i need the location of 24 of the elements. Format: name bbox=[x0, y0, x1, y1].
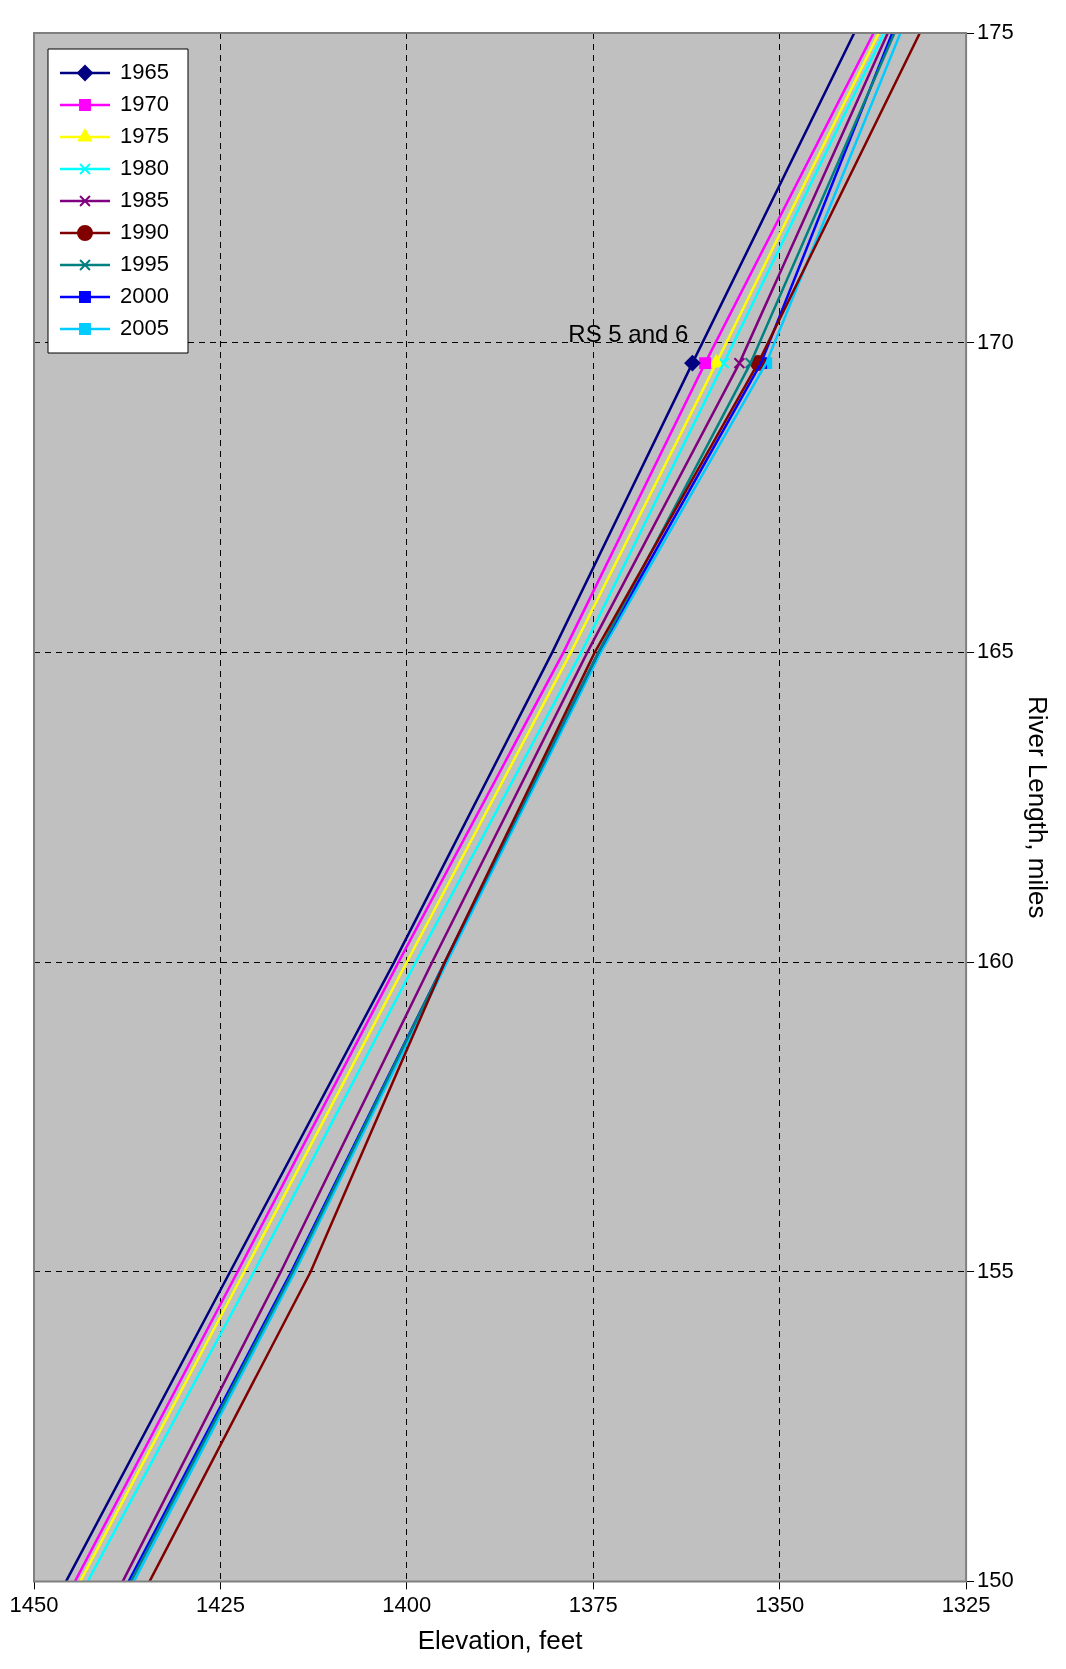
legend-label: 1975 bbox=[120, 123, 169, 149]
y-tick-label: 170 bbox=[977, 328, 1014, 354]
y-tick-label: 155 bbox=[977, 1257, 1014, 1283]
x-tick-label: 1425 bbox=[195, 1591, 245, 1617]
x-tick-label: 1400 bbox=[382, 1591, 432, 1617]
y-tick-label: 175 bbox=[977, 19, 1014, 45]
legend-label: 1965 bbox=[120, 59, 169, 85]
annotation: RS 5 and 6 bbox=[568, 319, 689, 347]
legend-label: 1985 bbox=[120, 187, 169, 213]
legend-label: 1995 bbox=[120, 251, 169, 277]
y-tick-label: 150 bbox=[977, 1567, 1014, 1593]
y-tick-label: 165 bbox=[977, 638, 1014, 664]
x-tick-label: 1325 bbox=[941, 1591, 991, 1617]
y-axis-title: River Length, miles bbox=[1023, 695, 1054, 919]
legend-label: 2000 bbox=[120, 283, 169, 309]
legend-label: 1980 bbox=[120, 155, 169, 181]
x-tick-label: 1375 bbox=[568, 1591, 618, 1617]
legend-label: 2005 bbox=[120, 315, 169, 341]
legend-label: 1990 bbox=[120, 219, 169, 245]
x-axis-title: Elevation, feet bbox=[417, 1624, 584, 1655]
y-tick-label: 160 bbox=[977, 948, 1014, 974]
x-tick-label: 1350 bbox=[755, 1591, 805, 1617]
x-tick-label: 1450 bbox=[9, 1591, 59, 1617]
legend-label: 1970 bbox=[120, 91, 169, 117]
